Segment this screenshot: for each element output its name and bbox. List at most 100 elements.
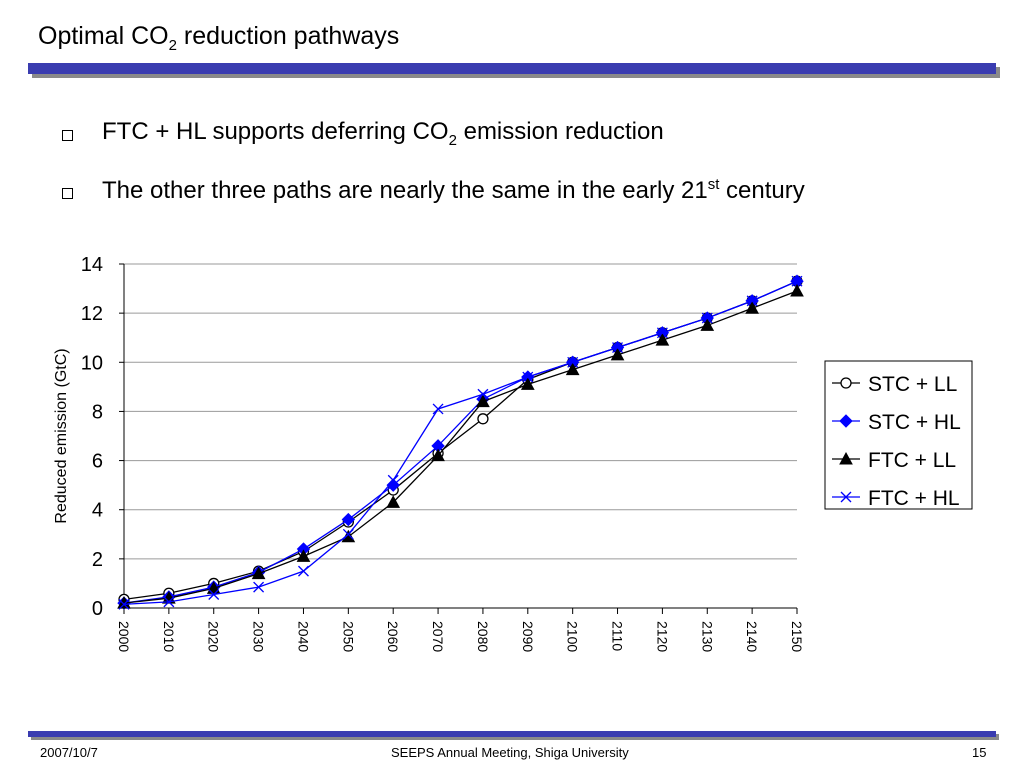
bullet-1-text-a: FTC + HL supports deferring CO: [102, 118, 449, 145]
x-mark-stroke: [522, 371, 534, 383]
data-point: [567, 356, 579, 368]
data-point: [251, 566, 266, 580]
data-point: [341, 512, 356, 527]
data-point: [612, 342, 623, 354]
y-tick-label: 10: [81, 352, 103, 374]
x-mark-stroke: [746, 295, 758, 307]
data-point: [746, 295, 758, 307]
title-subscript: 2: [168, 37, 177, 54]
title-divider: [28, 63, 996, 74]
data-point: [655, 333, 670, 346]
chart-axes: 0 2 4 6 8 10 12 14 2000 2010 2020 2030 2040 2050 2060 2…: [81, 254, 805, 652]
data-point: [477, 388, 489, 400]
chart-legend: STC + LL STC + HL FTC + LL FTC + HL: [824, 360, 973, 510]
x-mark-stroke: [612, 342, 623, 354]
data-point: [341, 529, 356, 543]
legend-label: STC + HL: [868, 411, 961, 434]
data-point: [477, 413, 489, 425]
emission-chart: 0 2 4 6 8 10 12 14 2000 2010 2020 2030 2040 2050 2060 2…: [53, 254, 973, 652]
footer-center-text: SEEPS Annual Meeting, Shiga University: [391, 745, 629, 760]
data-point: [522, 371, 534, 383]
x-mark-stroke: [791, 275, 803, 287]
chart-grid: [124, 263, 797, 560]
x-tick-label: 2020: [206, 621, 222, 652]
data-point: [386, 495, 401, 508]
x-tick-label: 2070: [430, 621, 446, 652]
data-point: [840, 377, 852, 389]
x-tick-label: 2060: [385, 621, 401, 652]
footer-date: 2007/10/7: [40, 745, 98, 760]
x-mark-stroke: [701, 312, 713, 324]
y-tick-label: 6: [92, 451, 103, 473]
bullet-list: FTC + HL supports deferring CO2 emission…: [62, 118, 805, 234]
data-point: [840, 491, 852, 503]
data-point: [296, 549, 311, 562]
data-point: [520, 377, 535, 390]
data-point: [342, 528, 354, 540]
x-tick-label: 2030: [251, 621, 267, 652]
data-point: [745, 301, 759, 314]
x-mark-stroke: [118, 598, 130, 610]
x-tick-label: 2010: [161, 621, 177, 652]
data-point: [163, 596, 175, 608]
x-tick-label: 2120: [654, 621, 670, 652]
x-mark-stroke: [208, 589, 220, 600]
x-mark-stroke: [656, 327, 668, 339]
series-line: [123, 290, 798, 604]
x-tick-label: 2040: [295, 621, 311, 652]
x-tick-label: 2050: [340, 621, 356, 652]
bullet-item-2: The other three paths are nearly the sam…: [62, 176, 805, 234]
bullet-2-superscript: st: [707, 176, 720, 193]
x-mark-stroke: [477, 388, 489, 400]
x-tick-label: 2080: [475, 621, 491, 652]
y-tick-label: 2: [92, 549, 103, 571]
series-ftc-hl: [118, 275, 803, 610]
footer-divider: [28, 731, 996, 737]
data-point: [387, 474, 399, 486]
x-mark-stroke: [342, 528, 354, 540]
data-point: [432, 403, 444, 415]
x-mark-stroke: [163, 596, 175, 608]
x-tick-label: 2150: [789, 621, 805, 652]
y-tick-label: 8: [92, 401, 103, 423]
y-tick-label: 4: [92, 500, 103, 522]
x-mark-stroke: [298, 565, 309, 577]
x-tick-label: 2130: [699, 621, 715, 652]
x-mark-stroke: [253, 581, 265, 593]
data-point: [656, 327, 668, 339]
data-point: [162, 591, 176, 604]
x-mark-stroke: [840, 491, 852, 503]
x-tick-label: 2110: [610, 621, 626, 651]
data-point: [386, 478, 400, 492]
bullet-1-subscript: 2: [448, 131, 457, 149]
series-ftc-ll: [117, 283, 804, 609]
title-main: Optimal CO: [38, 22, 169, 50]
square-bullet-icon: [62, 188, 73, 199]
data-point: [839, 451, 853, 465]
x-tick-label: 2100: [565, 621, 581, 652]
data-point: [117, 596, 131, 609]
slide-title: Optimal CO2 reduction pathways: [38, 22, 399, 54]
x-tick-label: 2090: [520, 621, 536, 652]
title-rest: reduction pathways: [176, 22, 400, 50]
y-axis-label: Reduced emission (GtC): [53, 348, 70, 523]
legend-label: FTC + HL: [868, 487, 960, 510]
x-mark-stroke: [387, 474, 399, 486]
data-point: [253, 581, 265, 593]
series-line: [123, 280, 798, 605]
y-tick-label: 12: [81, 303, 103, 325]
legend-label: STC + LL: [868, 373, 957, 396]
chart-series: [117, 274, 804, 610]
data-point: [208, 589, 220, 600]
data-point: [790, 283, 804, 297]
bullet-1-text-b: emission reduction: [456, 118, 664, 145]
data-point: [476, 394, 490, 408]
data-point: [610, 347, 625, 361]
x-mark-stroke: [432, 403, 444, 415]
bullet-2-text-b: century: [719, 177, 805, 204]
data-point: [701, 312, 713, 324]
data-point: [118, 598, 130, 610]
footer-page-number: 15: [972, 745, 987, 760]
x-tick-label: 2000: [116, 621, 132, 652]
y-tick-label: 14: [81, 254, 103, 276]
